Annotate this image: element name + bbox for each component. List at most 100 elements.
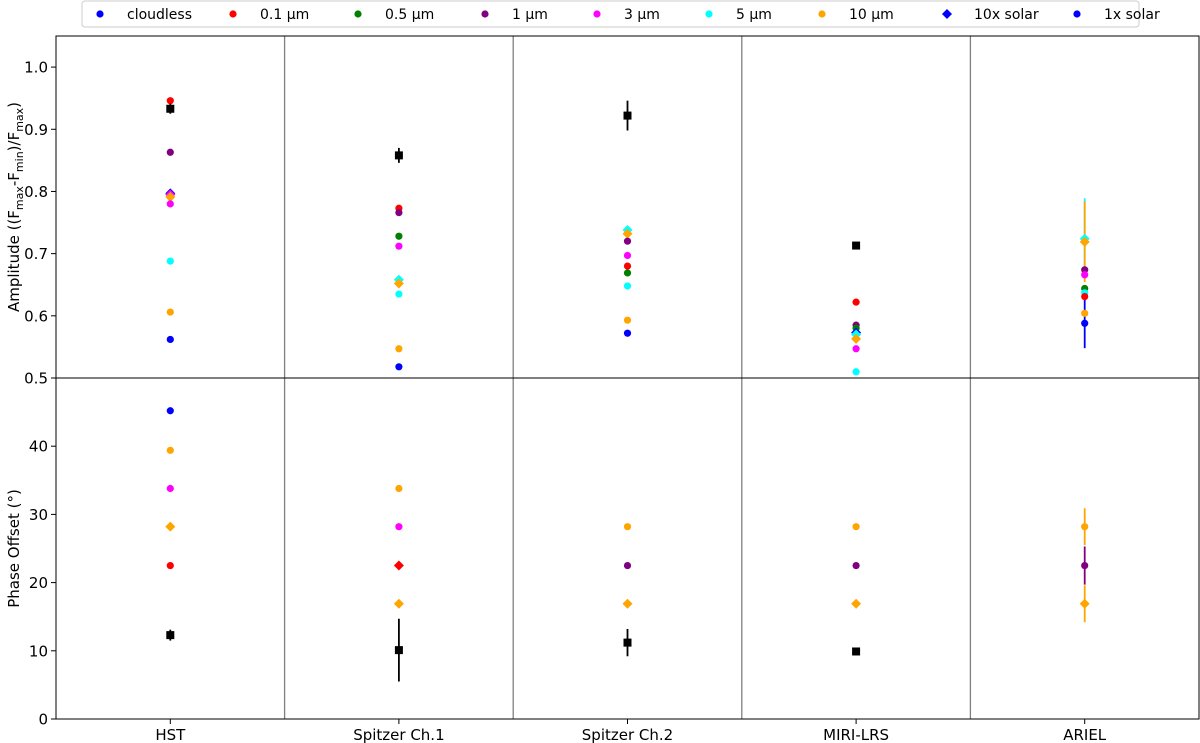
data-point xyxy=(166,97,174,105)
data-point xyxy=(623,316,632,324)
data-point xyxy=(395,345,403,353)
data-point-diamond xyxy=(1079,236,1090,247)
data-point-diamond xyxy=(165,192,176,203)
data-point-diamond xyxy=(393,278,404,289)
x-tick-label-spitzer-ch-2: Spitzer Ch.2 xyxy=(582,726,673,743)
data-point xyxy=(852,368,860,376)
data-point xyxy=(852,523,860,531)
legend-label-3-m: 3 µm xyxy=(624,7,660,23)
x-tick-label-miri-lrs: MIRI-LRS xyxy=(823,726,889,743)
data-point xyxy=(166,561,174,570)
legend-marker-10-m xyxy=(818,10,826,18)
data-point xyxy=(623,237,632,245)
data-point xyxy=(395,523,403,531)
legend-frame xyxy=(81,0,1140,28)
legend-label-cloudless: cloudless xyxy=(127,7,192,23)
data-point-diamond xyxy=(1079,598,1090,609)
observed-point xyxy=(166,104,175,113)
legend-label-5-m: 5 µm xyxy=(736,7,772,23)
data-point xyxy=(395,232,403,240)
legend-label-10-m: 10 µm xyxy=(849,7,894,23)
data-point xyxy=(623,561,632,570)
y-tick-label: 0.5 xyxy=(24,370,48,388)
data-point-diamond xyxy=(165,521,176,532)
data-point xyxy=(166,148,174,156)
data-point xyxy=(166,335,174,344)
x-tick-label-ariel: ARIEL xyxy=(1063,726,1107,743)
data-point xyxy=(395,242,403,250)
panel-frame xyxy=(55,377,1200,720)
data-point-diamond xyxy=(622,598,633,609)
y-tick-label: 10 xyxy=(29,642,48,660)
data-point xyxy=(166,446,174,454)
legend-label-1-m: 1 µm xyxy=(512,7,548,23)
legend-marker-5-m xyxy=(705,10,713,18)
y-tick-label: 30 xyxy=(29,506,48,524)
observed-point xyxy=(166,631,175,640)
data-point xyxy=(1081,292,1089,301)
legend-label-10x-solar: 10x solar xyxy=(974,7,1039,23)
data-point xyxy=(623,262,632,270)
y-tick-label: 0.9 xyxy=(24,121,48,139)
y-tick-label: 0 xyxy=(38,711,48,729)
data-point xyxy=(166,200,174,208)
data-point-diamond xyxy=(393,560,404,571)
data-point xyxy=(395,363,403,371)
legend-marker-0-5-m xyxy=(354,10,362,18)
data-point xyxy=(852,561,860,570)
data-point xyxy=(623,523,632,531)
data-point xyxy=(166,257,174,265)
legend-marker-10x-solar xyxy=(942,9,952,19)
observed-point xyxy=(623,111,632,120)
x-axis: HST Spitzer Ch.1 Spitzer Ch.2 MIRI-LRS ARIEL xyxy=(155,719,1107,743)
x-tick-label-spitzer-ch-1: Spitzer Ch.1 xyxy=(353,726,444,743)
y-tick-label: 40 xyxy=(29,438,48,456)
observed-point xyxy=(394,151,403,160)
legend-label-0-1-m: 0.1 µm xyxy=(260,7,309,23)
amplitude-panel: 0.5 0.6 0.7 0.8 0.9 1.0 Amplitude ((Fmax-Fmin)… xyxy=(5,35,1200,388)
phase-offset-panel: 0 10 20 30 40 Phase Offset (°) xyxy=(5,377,1200,729)
data-point xyxy=(623,251,632,260)
legend-label-0-5-m: 0.5 µm xyxy=(385,7,434,23)
legend-marker-1-m xyxy=(481,10,489,18)
data-point-diamond xyxy=(622,228,633,239)
data-point xyxy=(1081,271,1089,279)
data-point xyxy=(1081,266,1089,274)
x-tick-label-hst: HST xyxy=(155,726,186,743)
data-point xyxy=(1081,309,1089,317)
y-tick-label: 1.0 xyxy=(24,59,48,77)
data-point xyxy=(852,345,860,353)
observed-point xyxy=(852,241,861,250)
observed-point xyxy=(623,638,632,647)
data-point xyxy=(623,329,632,337)
data-point xyxy=(166,407,174,415)
data-point-diamond xyxy=(851,598,862,609)
data-point xyxy=(623,269,632,277)
observed-point xyxy=(852,647,861,656)
data-point xyxy=(623,282,632,290)
data-point xyxy=(166,308,174,316)
legend-label-1x-solar: 1x solar xyxy=(1104,7,1160,23)
data-point xyxy=(1081,523,1089,531)
data-point xyxy=(1081,319,1089,327)
panel-frame xyxy=(55,35,1200,379)
data-point xyxy=(395,290,403,298)
data-point xyxy=(1081,561,1089,570)
legend-marker-0-1-m xyxy=(229,10,237,18)
y-tick-label: 0.6 xyxy=(24,307,48,325)
y-axis-label-amplitude: Amplitude ((Fmax-Fmin)/Fmax) xyxy=(5,102,26,312)
y-tick-label: 20 xyxy=(29,574,48,592)
legend-marker-3-m xyxy=(593,10,601,18)
data-point-diamond xyxy=(851,333,862,344)
data-point xyxy=(852,298,860,306)
legend-marker-1x-solar xyxy=(1073,10,1081,18)
legend: cloudless 0.1 µm 0.5 µm 1 µm 3 µm 5 µm 10 µm 10… xyxy=(81,0,1160,28)
y-tick-label: 0.7 xyxy=(24,245,48,263)
observed-point xyxy=(394,646,403,655)
data-point-diamond xyxy=(393,598,404,609)
data-point xyxy=(395,484,403,493)
legend-marker-cloudless xyxy=(96,10,104,18)
data-point xyxy=(395,208,403,217)
y-tick-label: 0.8 xyxy=(24,183,48,201)
